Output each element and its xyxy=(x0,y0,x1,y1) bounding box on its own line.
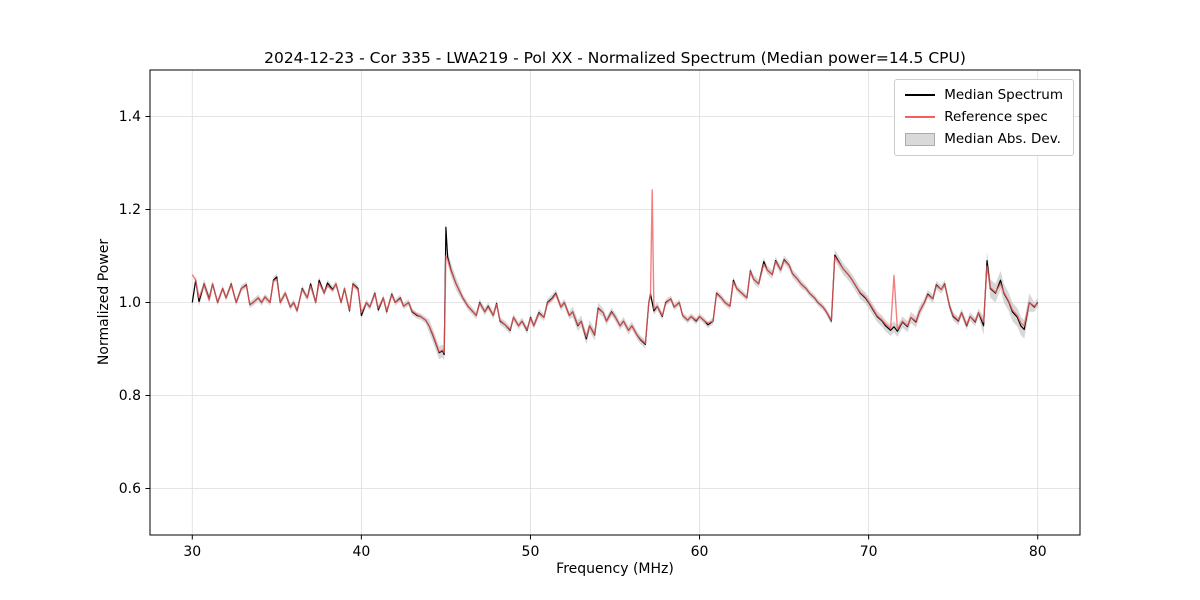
y-axis-label: Normalized Power xyxy=(96,238,112,366)
x-tick-label: 30 xyxy=(183,544,201,560)
x-tick-label: 40 xyxy=(352,544,370,560)
legend-entry-reference: Reference spec xyxy=(905,109,1063,125)
mad-band xyxy=(192,220,1038,362)
x-tick-label: 70 xyxy=(860,544,878,560)
x-tick-label: 60 xyxy=(691,544,709,560)
legend-label-mad: Median Abs. Dev. xyxy=(944,131,1061,147)
x-tick-label: 80 xyxy=(1029,544,1047,560)
legend: Median Spectrum Reference spec Median Ab… xyxy=(894,79,1074,156)
chart-title: 2024-12-23 - Cor 335 - LWA219 - Pol XX -… xyxy=(264,49,966,67)
legend-label-reference: Reference spec xyxy=(944,109,1048,125)
y-tick-label: 0.6 xyxy=(119,481,141,497)
legend-label-median: Median Spectrum xyxy=(944,87,1063,103)
mad-patch-swatch xyxy=(905,132,936,146)
y-tick-label: 0.8 xyxy=(119,388,141,404)
median-spectrum-line xyxy=(191,226,1039,356)
y-tick-label: 1.0 xyxy=(119,295,141,311)
legend-entry-median: Median Spectrum xyxy=(905,87,1063,103)
x-tick-label: 50 xyxy=(522,544,540,560)
legend-entry-mad: Median Abs. Dev. xyxy=(905,131,1063,147)
x-axis-label: Frequency (MHz) xyxy=(556,561,674,577)
tick-labels: 30 40 50 60 70 80 0.6 0.8 1.0 1.2 1.4 xyxy=(119,109,1047,560)
median-line-swatch xyxy=(905,94,936,96)
y-tick-label: 1.2 xyxy=(119,202,141,218)
reference-spec-line xyxy=(191,189,1039,354)
reference-line-swatch xyxy=(905,116,936,118)
y-tick-label: 1.4 xyxy=(119,109,141,125)
